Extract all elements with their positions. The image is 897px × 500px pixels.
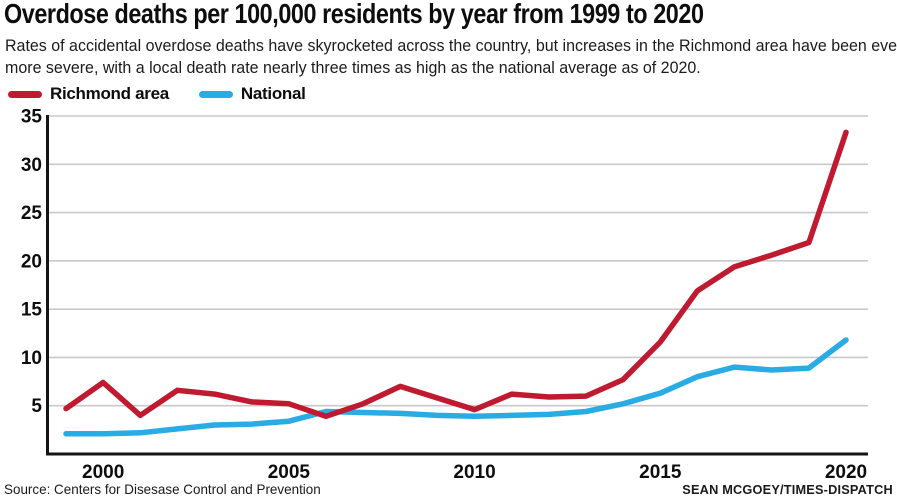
- x-axis-label: 2020: [825, 462, 867, 483]
- y-axis-label: 15: [21, 300, 43, 321]
- y-axis-label: 5: [31, 396, 42, 417]
- y-axis-label: 35: [21, 107, 43, 128]
- y-axis-label: 20: [21, 251, 42, 272]
- source-note: Source: Centers for Disesase Control and…: [4, 481, 321, 497]
- legend-label: National: [240, 84, 306, 103]
- x-axis-label: 2010: [453, 462, 495, 483]
- credit-byline: SEAN MCGOEY/TIMES-DISPATCH: [682, 482, 893, 497]
- y-axis-label: 10: [21, 348, 42, 369]
- y-axis-label: 25: [21, 203, 43, 224]
- x-axis-label: 2015: [639, 462, 682, 483]
- x-axis-label: 2000: [82, 462, 124, 483]
- national-line: [63, 337, 849, 437]
- x-axis-label: 2005: [268, 462, 311, 483]
- legend-item-1: National: [198, 84, 306, 104]
- line-chart: 5 10 15 20 25 30 35 2000 2005 2010 2015 2020: [21, 107, 868, 483]
- legend-item-0: Richmond area: [8, 84, 169, 104]
- subtitle: Rates of accidental overdose deaths have…: [5, 36, 897, 79]
- subtitle-line-1: Rates of accidental overdose deaths have…: [5, 37, 897, 55]
- legend-label: Richmond area: [50, 84, 169, 103]
- legend-swatch-icon: [198, 90, 233, 98]
- page-title: Overdose deaths per 100,000 residents by…: [4, 0, 704, 29]
- richmond-area-line: [63, 129, 849, 420]
- y-axis-label: 30: [21, 155, 42, 176]
- chart-legend: Richmond area National: [8, 84, 306, 104]
- subtitle-line-2: more severe, with a local death rate nea…: [5, 58, 701, 77]
- legend-swatch-icon: [8, 90, 42, 98]
